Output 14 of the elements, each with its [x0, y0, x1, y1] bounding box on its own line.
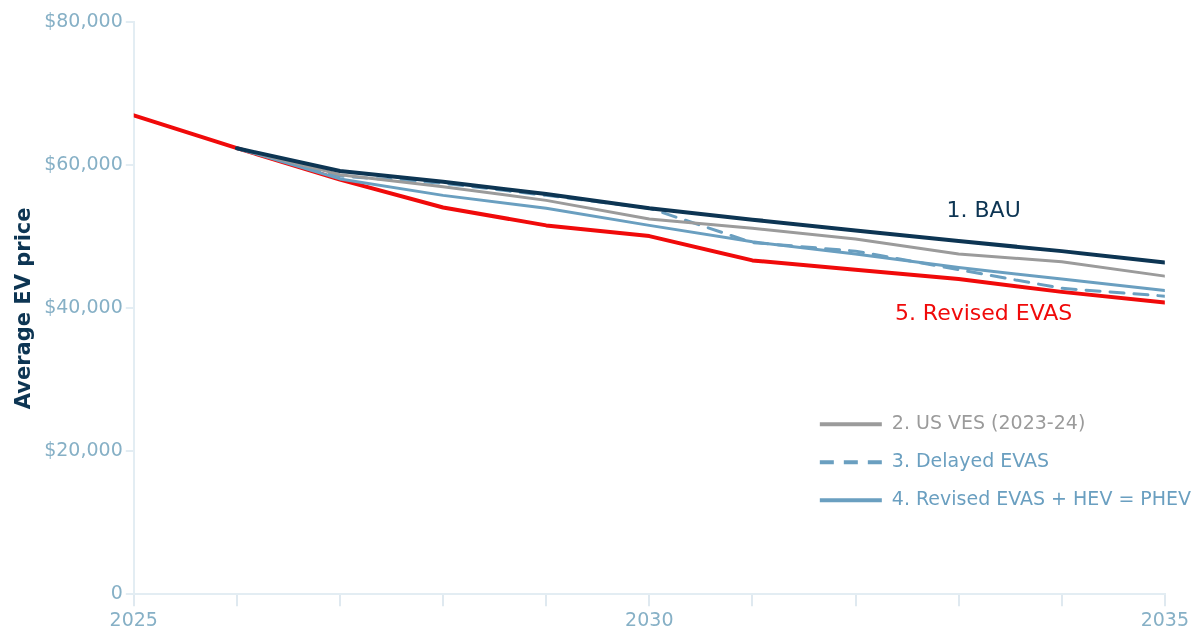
series-label: 5. Revised EVAS	[894, 299, 1073, 325]
legend-label: 4. Revised EVAS + HEV = PHEV	[891, 487, 1192, 510]
y-axis-title: Average EV price	[11, 207, 36, 410]
y-tick-label: $20,000	[44, 438, 123, 461]
x-tick-label: 2025	[109, 607, 158, 630]
y-tick-label: $40,000	[44, 295, 123, 318]
x-tick-label: 2035	[1140, 607, 1189, 630]
x-tick-label: 2030	[625, 607, 674, 630]
legend-label: 3. Delayed EVAS	[891, 449, 1050, 472]
y-tick-label: $60,000	[44, 152, 123, 175]
legend-label: 2. US VES (2023-24)	[891, 411, 1086, 434]
y-tick-label: 0	[110, 581, 123, 604]
series-label: 1. BAU	[946, 196, 1021, 222]
y-tick-label: $80,000	[44, 9, 123, 32]
